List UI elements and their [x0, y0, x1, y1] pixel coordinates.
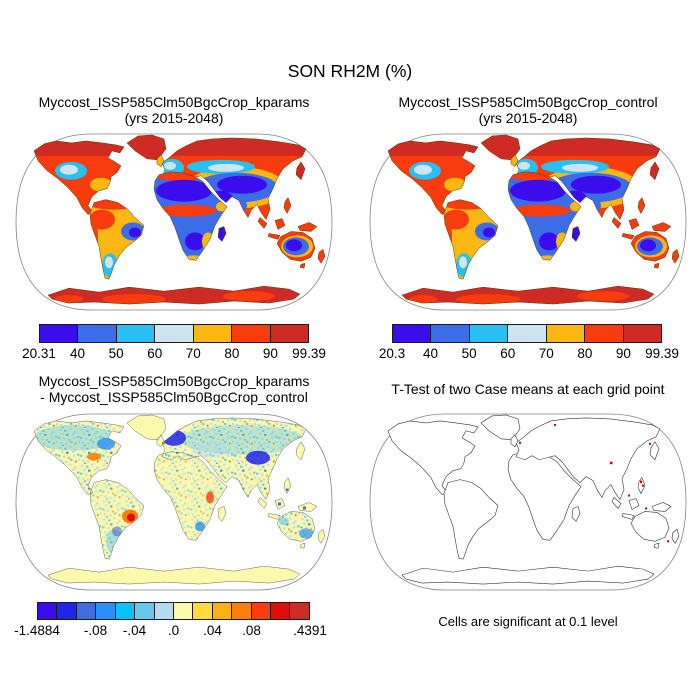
colorbar-segment [115, 603, 136, 619]
significance-caption: Cells are significant at 0.1 level [438, 614, 618, 629]
colorbar-tick-label: 40 [423, 346, 439, 361]
colorbar-tick-label: 50 [108, 346, 124, 361]
colorbar-tick-label: 80 [577, 346, 593, 361]
figure-title: SON RH2M (%) [287, 61, 413, 81]
colorbar-segment [40, 325, 79, 342]
colorbar-control: 20.3 40 50 60 70 80 90 99.39 [379, 324, 679, 363]
colorbar-segment [251, 603, 272, 619]
colorbar-segment [193, 325, 233, 342]
colorbar-tick-label: 40 [70, 346, 86, 361]
colorbar-segment [116, 325, 156, 342]
colorbar-control-labels: 20.3 40 50 60 70 80 90 99.39 [379, 346, 679, 363]
colorbar-difference-bar [37, 602, 310, 620]
colorbar-tick-label: 90 [615, 346, 631, 361]
colorbar-tick-label: 50 [461, 346, 477, 361]
panel-title-difference-line1: Myccost_ISSP585Clm50BgcCrop_kparams [38, 373, 310, 389]
colorbar-segment [38, 603, 58, 619]
colorbar-difference-labels: -1.4884 -.08 -.04 .0 .04 .08 .4391 [14, 623, 327, 640]
colorbar-segment [76, 603, 97, 619]
colorbar-segment [431, 325, 470, 342]
colorbar-segment [78, 325, 117, 342]
colorbar-segment [623, 325, 661, 342]
colorbar-segment [393, 325, 432, 342]
panel-title-control-line1: Myccost_ISSP585Clm50BgcCrop_control [398, 94, 658, 110]
colorbar-segment [135, 603, 155, 619]
colorbar-tick-label: 99.39 [645, 346, 679, 361]
colorbar-tick-label: -1.4884 [14, 623, 60, 638]
panel-title-kparams: Myccost_ISSP585Clm50BgcCrop_kparams (yrs… [14, 94, 334, 126]
panel-title-difference: Myccost_ISSP585Clm50BgcCrop_kparams - My… [14, 373, 334, 405]
colorbar-segment [193, 603, 213, 619]
panel-title-kparams-line1: Myccost_ISSP585Clm50BgcCrop_kparams [38, 94, 310, 110]
panel-title-ttest: T-Test of two Case means at each grid po… [368, 381, 688, 397]
colorbar-tick-label: 20.3 [378, 346, 406, 361]
colorbar-tick-label: .0 [167, 623, 180, 638]
colorbar-segment [57, 603, 77, 619]
colorbar-segment [96, 603, 116, 619]
panel-title-kparams-line2: (yrs 2015-2048) [124, 110, 224, 126]
colorbar-kparams: 20.31 40 50 60 70 80 90 99.39 [22, 324, 326, 363]
colorbar-tick-label: 80 [224, 346, 240, 361]
colorbar-tick-label: .4391 [293, 623, 327, 638]
colorbar-segment [155, 325, 194, 342]
colorbar-tick-label: 70 [538, 346, 554, 361]
colorbar-segment [469, 325, 509, 342]
colorbar-tick-label: 90 [262, 346, 278, 361]
colorbar-segment [270, 325, 308, 342]
colorbar-tick-label: 70 [185, 346, 201, 361]
colorbar-segment [508, 325, 547, 342]
colorbar-tick-label: -.08 [83, 623, 108, 638]
colorbar-kparams-labels: 20.31 40 50 60 70 80 90 99.39 [22, 346, 326, 363]
colorbar-segment [290, 603, 309, 619]
colorbar-tick-label: 60 [500, 346, 516, 361]
colorbar-kparams-bar [39, 324, 309, 343]
panel-title-ttest-line1: T-Test of two Case means at each grid po… [391, 381, 665, 397]
colorbar-tick-label: 99.39 [292, 346, 326, 361]
panel-title-difference-line2: - Myccost_ISSP585Clm50BgcCrop_control [40, 389, 308, 405]
colorbar-segment [271, 603, 291, 619]
map-ttest [368, 410, 688, 594]
panel-title-control-line2: (yrs 2015-2048) [478, 110, 578, 126]
colorbar-tick-label: 20.31 [22, 346, 56, 361]
colorbar-segment [212, 603, 233, 619]
colorbar-difference: -1.4884 -.08 -.04 .0 .04 .08 .4391 [14, 602, 327, 640]
colorbar-segment [154, 603, 174, 619]
map-control [368, 130, 688, 314]
map-kparams [14, 130, 334, 314]
colorbar-segment [585, 325, 624, 342]
colorbar-tick-label: .08 [242, 623, 261, 638]
colorbar-segment [232, 603, 252, 619]
colorbar-segment [173, 603, 194, 619]
colorbar-control-bar [392, 324, 662, 343]
colorbar-segment [546, 325, 586, 342]
colorbar-segment [232, 325, 271, 342]
colorbar-tick-label: -.04 [122, 623, 147, 638]
colorbar-tick-label: 60 [147, 346, 163, 361]
colorbar-tick-label: .04 [203, 623, 222, 638]
panel-title-control: Myccost_ISSP585Clm50BgcCrop_control (yrs… [368, 94, 688, 126]
map-difference [14, 410, 334, 594]
